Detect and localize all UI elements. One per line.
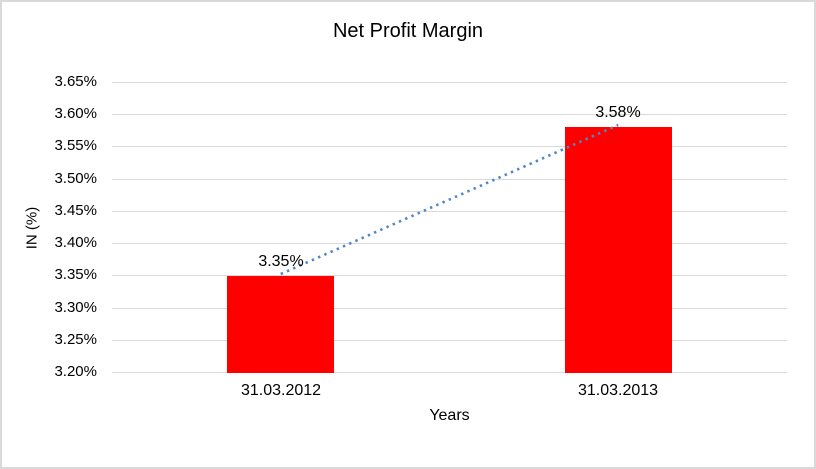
gridline	[112, 308, 787, 309]
gridline	[112, 82, 787, 83]
bar-31.03.2012[interactable]	[227, 276, 334, 373]
chart-title: Net Profit Margin	[332, 20, 484, 42]
plot-area	[112, 82, 787, 373]
y-tick-label: 3.40%	[54, 234, 97, 251]
x-category-label: 31.03.2013	[577, 382, 659, 399]
gridline	[112, 243, 787, 244]
y-tick-label: 3.45%	[54, 202, 97, 219]
gridline	[112, 114, 787, 115]
y-tick-label: 3.55%	[54, 137, 97, 154]
y-tick-label: 3.65%	[54, 73, 97, 90]
x-category-label: 31.03.2012	[240, 382, 322, 399]
gridline	[112, 340, 787, 341]
bar-31.03.2013[interactable]	[565, 127, 672, 373]
y-tick-label: 3.35%	[54, 266, 97, 283]
x-axis-title: Years	[429, 407, 470, 424]
y-tick-label: 3.25%	[54, 331, 97, 348]
gridline	[112, 211, 787, 212]
gridline	[112, 146, 787, 147]
gridline	[112, 372, 787, 373]
data-label-31.03.2013: 3.58%	[595, 104, 641, 121]
y-tick-label: 3.50%	[54, 170, 97, 187]
gridline	[112, 275, 787, 276]
gridline	[112, 179, 787, 180]
trendline[interactable]	[112, 82, 787, 373]
y-tick-label: 3.30%	[54, 299, 97, 316]
data-label-31.03.2012: 3.35%	[258, 253, 304, 270]
y-tick-label: 3.60%	[54, 105, 97, 122]
y-tick-label: 3.20%	[54, 363, 97, 380]
